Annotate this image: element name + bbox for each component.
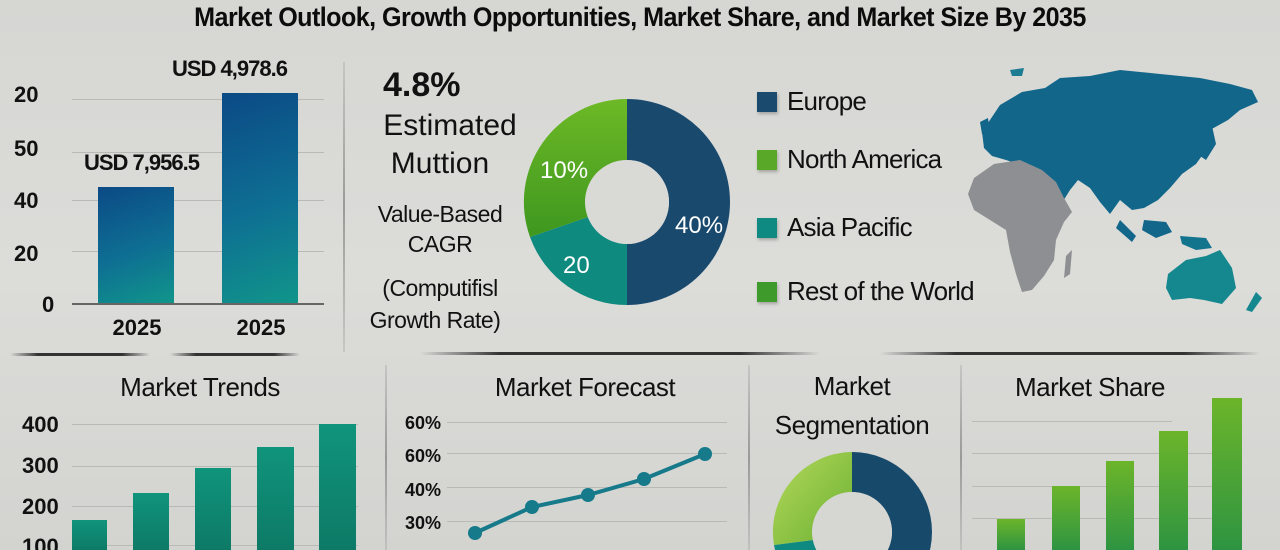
divider [748,365,750,550]
donut-label-teal: 20 [563,252,590,279]
divider [170,353,300,356]
divider [385,365,387,550]
bar-value-label: USD 4,978.6 [172,56,288,81]
world-map-icon [968,68,1262,312]
gridline [72,251,324,252]
gridline [972,486,1232,487]
cagr-desc-line2: CAGR [407,231,473,257]
segmentation-donut [772,452,932,550]
y-tick: 50 [14,136,39,161]
legend-label: Europe [787,86,867,116]
panel-title-line1: Market [813,371,891,401]
panel-title-line2: Segmentation [774,410,930,440]
trend-bar [257,447,294,550]
trend-bar [133,493,169,550]
gridline [447,453,727,454]
bar-2025-b [222,93,298,303]
cagr-desc-line1: Value-Based [377,201,503,227]
panel-title: Market Forecast [494,372,676,402]
gridline [72,200,324,201]
legend-label: Asia Pacific [787,212,913,242]
y-tick: 300 [22,453,59,478]
gridline [447,487,727,488]
legend-item-rest-of-world: Rest of the World [757,276,975,307]
cagr-percent: 4.8% [383,66,461,104]
gridline [72,99,324,100]
legend-label: Rest of the World [787,276,975,306]
legend-swatch [757,281,777,302]
divider [420,352,820,355]
y-tick: 60% [405,413,442,433]
trend-bar [72,520,107,550]
y-tick: 40 [14,188,39,213]
share-bar [1212,398,1242,550]
share-bar [1052,486,1080,550]
trend-bar [319,424,356,550]
legend-swatch [757,91,777,112]
x-label: 2025 [236,315,286,340]
y-tick: 20 [14,241,39,266]
gridline [972,518,1232,519]
legend-item-europe: Europe [757,86,867,117]
gridline [447,422,727,423]
forecast-line-chart [468,447,712,540]
bar-value-label: USD 7,956.5 [84,150,200,175]
page-title: Market Outlook, Growth Opportunities, Ma… [194,2,1086,32]
x-axis [72,303,324,305]
panel-title: Market Trends [120,372,280,402]
y-tick: 100 [22,534,59,550]
legend-label: North America [787,144,942,174]
legend-swatch [757,149,777,170]
gridline [72,466,358,467]
panel-title: Market Share [1014,372,1166,402]
y-tick: 20 [14,82,39,107]
legend-item-asia-pacific: Asia Pacific [757,212,913,243]
legend-swatch [757,217,777,238]
y-tick: 200 [22,494,59,519]
legend-item-north-america: North America [757,144,942,175]
y-tick: 30% [405,513,442,533]
donut-svg [523,98,730,306]
share-bar [997,519,1025,550]
y-tick: 40% [405,480,442,500]
cagr-desc-line4: Growth Rate) [369,307,501,333]
x-label: 2025 [112,315,162,340]
donut-label-navy: 40% [675,212,724,239]
cagr-desc-line3: (Computifisl [382,275,498,301]
cagr-heading-line1: Estimated [383,109,517,142]
divider [960,365,962,550]
trend-bar [195,468,231,550]
gridline [972,421,1172,422]
divider [343,62,345,352]
share-bar [1106,461,1134,550]
gridline [972,453,1232,454]
donut-label-green: 10% [540,157,589,184]
y-tick: 60% [405,446,442,466]
y-tick: 0 [42,292,55,317]
divider [880,352,1260,355]
bar-2025-a [98,187,174,303]
gridline [72,152,324,153]
y-tick: 400 [22,412,59,437]
cagr-heading-line2: Muttion [390,147,490,180]
gridline [72,424,358,425]
divider [10,353,150,356]
gridline [447,521,727,522]
share-bar [1159,431,1188,550]
